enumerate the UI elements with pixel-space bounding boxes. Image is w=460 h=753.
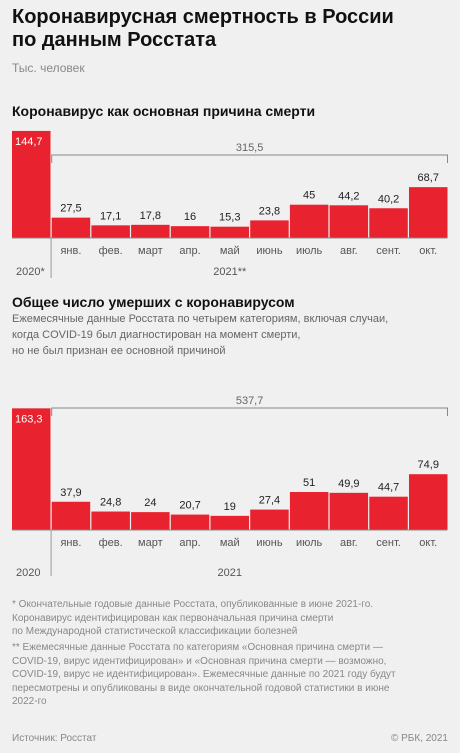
year-label-2021: 2021 [218, 567, 242, 579]
year-label-2021: 2021** [213, 266, 247, 278]
value-label: 23,8 [259, 205, 280, 217]
value-label: 16 [184, 211, 196, 223]
category-label: янв. [60, 245, 81, 257]
category-label: март [138, 245, 163, 257]
chart-primary-cause: 315,5 144,7 27,5 янв. 17,1 фев. 17,8 март 16 апр.… [12, 130, 448, 278]
bar [12, 130, 51, 238]
category-label: апр. [179, 245, 200, 257]
bar [51, 501, 91, 530]
value-label: 17,8 [140, 210, 161, 222]
category-label: сент. [376, 537, 401, 549]
value-label: 40,2 [378, 193, 399, 205]
page-title: Коронавирусная смертность в России по да… [12, 6, 394, 51]
category-label: авг. [340, 245, 358, 257]
value-label: 27,4 [259, 495, 280, 507]
category-label: июнь [256, 537, 282, 549]
category-label: май [220, 245, 240, 257]
bar [170, 226, 210, 238]
value-label: 51 [303, 477, 315, 489]
category-label: янв. [60, 537, 81, 549]
chart1-title: Коронавирус как основная причина смерти [12, 103, 316, 119]
bar [51, 217, 91, 238]
value-label: 17,1 [100, 210, 121, 222]
category-label: фев. [99, 537, 123, 549]
category-label: фев. [99, 245, 123, 257]
bar [250, 220, 289, 238]
total-bracket [51, 154, 448, 163]
bar [91, 511, 130, 530]
value-label: 44,2 [338, 190, 359, 202]
bar [409, 474, 448, 530]
bar [210, 226, 249, 238]
bar [12, 408, 51, 530]
bar [289, 492, 329, 530]
bar [250, 509, 289, 530]
copyright-label: © РБК, 2021 [390, 733, 448, 744]
bar [329, 492, 369, 530]
value-label: 68,7 [418, 172, 439, 184]
value-label: 19 [224, 501, 236, 513]
value-label: 45 [303, 190, 315, 202]
total-label: 537,7 [236, 395, 264, 407]
category-label: июнь [256, 245, 282, 257]
bar [131, 512, 170, 530]
category-label: апр. [179, 537, 200, 549]
bar [170, 514, 210, 530]
year-label-2020: 2020 [16, 567, 40, 579]
bar [409, 187, 448, 238]
value-label: 144,7 [15, 136, 43, 148]
bar [329, 205, 369, 238]
chart2-title: Общее число умерших с коронавирусом [12, 294, 295, 310]
value-label: 74,9 [418, 459, 439, 471]
category-label: июль [296, 537, 323, 549]
category-label: окт. [419, 245, 437, 257]
bar [289, 204, 329, 238]
bar [131, 224, 170, 238]
value-label: 15,3 [219, 212, 240, 224]
category-label: сент. [376, 245, 401, 257]
value-label: 49,9 [338, 478, 359, 490]
year-label-2020: 2020* [16, 266, 45, 278]
chart2-description: Ежемесячные данные Росстата по четырем к… [12, 313, 389, 357]
value-label: 37,9 [60, 487, 81, 499]
total-label: 315,5 [236, 142, 264, 154]
value-label: 163,3 [15, 413, 43, 425]
chart-total-deaths: 537,7 163,3 37,9 янв. 24,8 фев. 24 март 20,7 апр.… [12, 395, 448, 579]
bar [369, 496, 408, 530]
value-label: 27,5 [60, 203, 81, 215]
category-label: март [138, 537, 163, 549]
value-label: 24,8 [100, 497, 121, 509]
value-label: 20,7 [179, 500, 200, 512]
value-label: 44,7 [378, 482, 399, 494]
category-label: май [220, 537, 240, 549]
total-bracket [51, 407, 448, 416]
category-label: авг. [340, 537, 358, 549]
bar [91, 225, 130, 238]
value-label: 24 [144, 497, 156, 509]
source-label: Источник: Росстат [12, 733, 97, 744]
category-label: окт. [419, 537, 437, 549]
footnote-2: ** Ежемесячные данные Росстата по катего… [12, 642, 396, 707]
bar [210, 515, 249, 530]
unit-label: Тыс. человек [12, 61, 85, 75]
footnote-1: * Окончательные годовые данные Росстата,… [12, 599, 374, 637]
bar [369, 208, 408, 238]
category-label: июль [296, 245, 323, 257]
